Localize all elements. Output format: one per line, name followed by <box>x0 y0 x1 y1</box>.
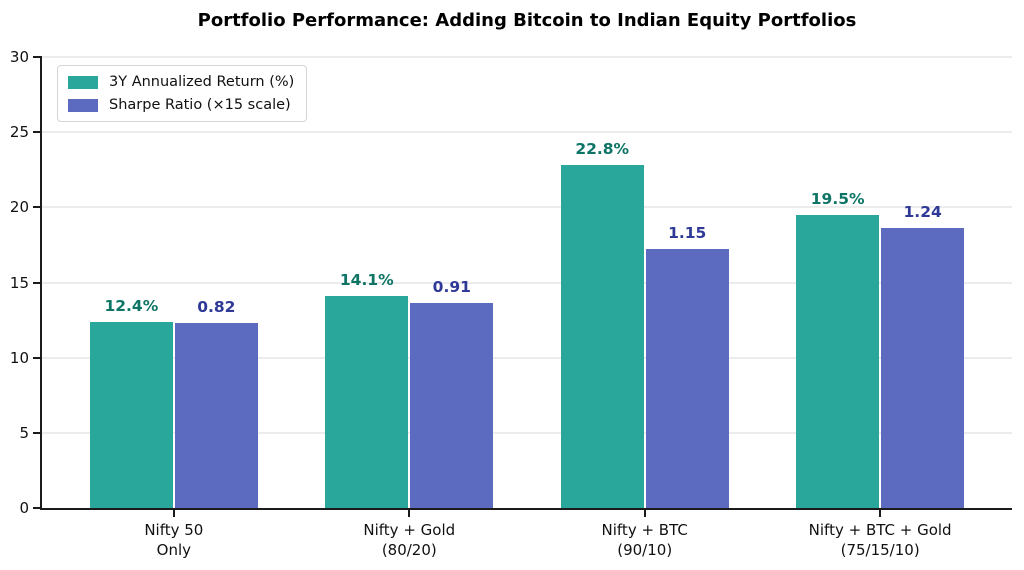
x-tick-label-line: Nifty + Gold <box>363 521 456 539</box>
y-tick-label-5: 5 <box>19 423 29 442</box>
sharpe-bar-1 <box>410 302 494 508</box>
y-tick-label-0: 0 <box>19 499 29 517</box>
y-tick-label-30: 30 <box>9 48 29 66</box>
x-tick-label-line: Nifty 50 <box>144 521 204 539</box>
x-tick-label-line: (90/10) <box>617 541 673 559</box>
x-tick-mark-0 <box>172 510 175 517</box>
y-tick-mark-5 <box>33 431 40 434</box>
x-tick-label-2: Nifty + BTC (90/10) <box>515 520 775 560</box>
y-tick-mark-15 <box>33 281 40 284</box>
x-tick-label-line: (75/15/10) <box>840 541 920 559</box>
chart-title: Portfolio Performance: Adding Bitcoin to… <box>197 10 857 31</box>
return-bar-0 <box>89 321 173 508</box>
sharpe-bar-3 <box>881 228 965 508</box>
gridline-y25 <box>42 131 1012 134</box>
gridline-y20 <box>42 206 1012 209</box>
return-value-label-2: 22.8% <box>575 140 630 159</box>
y-tick-mark-0 <box>33 507 40 509</box>
sharpe-swatch-icon <box>68 98 98 112</box>
x-tick-mark-2 <box>643 510 646 517</box>
legend-item-sharpe: Sharpe Ratio (×15 scale) <box>68 97 294 113</box>
return-bar-2 <box>560 165 644 508</box>
x-tick-label-line: Nifty + BTC <box>601 521 688 539</box>
y-tick-label-15: 15 <box>9 273 29 292</box>
x-tick-label-3: Nifty + BTC + Gold (75/15/10) <box>750 520 1010 560</box>
return-bar-3 <box>796 214 880 508</box>
y-tick-mark-10 <box>33 356 40 359</box>
x-axis-spine <box>40 508 1012 510</box>
legend-item-return: 3Y Annualized Return (%) <box>68 74 294 90</box>
legend-label-return: 3Y Annualized Return (%) <box>109 74 295 90</box>
return-bar-1 <box>325 296 409 508</box>
return-value-label-0: 12.4% <box>104 296 159 315</box>
y-tick-label-20: 20 <box>9 198 29 217</box>
return-value-label-3: 19.5% <box>810 189 865 208</box>
y-tick-label-25: 25 <box>9 123 29 142</box>
sharpe-value-label-2: 1.15 <box>668 223 707 242</box>
y-tick-mark-25 <box>33 131 40 134</box>
x-tick-mark-3 <box>879 510 882 517</box>
x-tick-label-line: (80/20) <box>381 541 437 559</box>
gridline-y10 <box>42 356 1012 359</box>
plot-area: 12.4% 14.1% 22.8% 19.5% 0.82 0.91 1.15 1.24 <box>42 56 1012 508</box>
y-axis-spine <box>40 56 42 510</box>
return-swatch-icon <box>68 75 98 89</box>
y-tick-label-10: 10 <box>9 348 29 367</box>
x-tick-label-0: Nifty 50 Only <box>44 520 304 560</box>
x-tick-label-line: Nifty + BTC + Gold <box>808 521 952 539</box>
y-tick-mark-30 <box>33 56 40 58</box>
legend-label-sharpe: Sharpe Ratio (×15 scale) <box>109 97 291 113</box>
return-value-label-1: 14.1% <box>339 271 394 290</box>
x-tick-label-1: Nifty + Gold (80/20) <box>279 520 539 560</box>
legend: 3Y Annualized Return (%) Sharpe Ratio (×1… <box>57 65 308 122</box>
sharpe-value-label-0: 0.82 <box>197 298 236 317</box>
gridline-y5 <box>42 431 1012 434</box>
sharpe-value-label-3: 1.24 <box>903 203 942 222</box>
x-tick-label-line: Only <box>156 541 192 559</box>
y-tick-mark-20 <box>33 206 40 209</box>
sharpe-bar-2 <box>645 248 729 508</box>
gridline-y15 <box>42 281 1012 284</box>
sharpe-bar-0 <box>174 323 258 508</box>
sharpe-value-label-1: 0.91 <box>432 277 471 296</box>
gridline-y30 <box>42 56 1012 58</box>
x-tick-mark-1 <box>408 510 411 517</box>
